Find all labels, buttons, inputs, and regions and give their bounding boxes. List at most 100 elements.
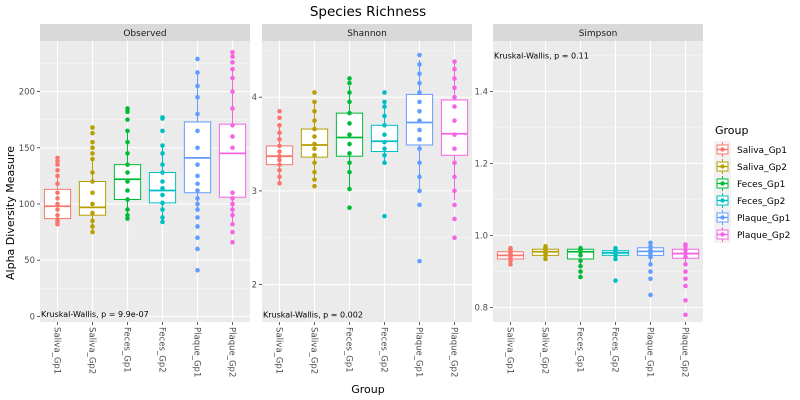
data-point <box>230 229 235 235</box>
data-point <box>90 218 95 224</box>
box-plaque-gp2 <box>671 242 700 318</box>
panel-observed: Observed 0 50 100 150 200 Kruskal-Wallis, p = … <box>19 24 250 377</box>
data-point <box>648 247 653 253</box>
data-point <box>452 85 457 91</box>
x-tick-label: Feces_Gp1 <box>575 327 585 373</box>
x-tick-label: Plaque_Gp2 <box>680 327 690 377</box>
facet-strip <box>493 24 703 41</box>
facet-strip <box>262 24 472 41</box>
data-point <box>578 245 583 251</box>
box-plaque-gp1 <box>183 56 212 273</box>
data-point <box>417 174 422 180</box>
legend-item-feces-gp2: Feces_Gp2 <box>714 192 785 209</box>
data-point <box>452 202 457 208</box>
data-point <box>125 162 130 167</box>
data-point <box>195 111 200 117</box>
y-tick-label: 1.0 <box>474 232 488 242</box>
legend-item-label: Saliva_Gp1 <box>737 146 787 156</box>
legend-key-point <box>720 164 725 169</box>
data-point <box>648 251 653 256</box>
data-point <box>452 216 457 222</box>
data-point <box>417 188 422 194</box>
box-plaque-gp1 <box>405 52 434 264</box>
data-point <box>683 242 688 247</box>
data-point <box>452 118 457 123</box>
box-plaque-gp1 <box>636 240 665 298</box>
legend-key-point <box>720 232 725 237</box>
x-tick-label: Saliva_Gp1 <box>505 327 515 374</box>
data-point <box>55 167 60 173</box>
data-point <box>613 278 618 283</box>
panel-background <box>493 41 703 322</box>
chart-title: Species Richness <box>310 4 426 20</box>
data-point <box>195 235 200 240</box>
x-axis-title: Group <box>351 383 385 396</box>
data-point <box>55 196 60 201</box>
data-point <box>125 179 130 184</box>
data-point <box>195 246 200 252</box>
y-tick-label: 0 <box>30 312 35 322</box>
data-point <box>312 160 317 166</box>
data-point <box>312 152 317 158</box>
data-point <box>277 153 282 159</box>
data-point <box>382 132 387 137</box>
data-point <box>277 174 282 180</box>
facet-strip-label: Simpson <box>579 29 618 39</box>
box-feces-gp1 <box>335 76 364 211</box>
data-point <box>160 219 165 225</box>
x-tick-label: Feces_Gp2 <box>379 327 389 373</box>
data-point <box>417 160 422 166</box>
y-tick-label: 4 <box>252 93 257 103</box>
box-plaque-gp2 <box>218 49 247 245</box>
box-saliva-gp2 <box>531 244 560 262</box>
data-point <box>90 151 95 156</box>
facet-strip-label: Observed <box>123 29 166 39</box>
data-point <box>382 152 387 158</box>
data-point <box>312 108 317 114</box>
data-point <box>452 59 457 64</box>
data-point <box>230 239 235 245</box>
legend-item-label: Saliva_Gp2 <box>737 163 787 173</box>
x-tick-label: Plaque_Gp2 <box>449 327 459 377</box>
panel-background <box>262 41 472 322</box>
data-point <box>195 181 200 187</box>
data-point <box>683 247 688 253</box>
data-point <box>543 244 548 249</box>
data-point <box>543 256 548 262</box>
data-point <box>347 90 352 95</box>
data-point <box>195 94 200 100</box>
legend-key-point <box>720 147 725 152</box>
data-point <box>347 132 352 137</box>
data-point <box>90 125 95 130</box>
data-point <box>347 160 352 166</box>
data-point <box>417 127 422 133</box>
legend-item-saliva-gp1: Saliva_Gp1 <box>714 141 787 158</box>
panel-simpson: Simpson 0.8 1.0 1.2 1.4 Kruskal-Wallis, p = 0… <box>474 24 703 377</box>
data-point <box>160 192 165 198</box>
data-point <box>347 151 352 156</box>
data-point <box>347 110 352 116</box>
data-point <box>417 71 422 77</box>
data-point <box>452 235 457 240</box>
data-point <box>347 76 352 81</box>
x-tick-label: Saliva_Gp2 <box>540 327 550 374</box>
data-point <box>195 173 200 179</box>
data-point <box>55 173 60 179</box>
data-point <box>683 251 688 256</box>
data-point <box>90 201 95 207</box>
data-point <box>125 128 130 134</box>
data-point <box>160 162 165 167</box>
data-point <box>683 262 688 267</box>
legend-item-label: Plaque_Gp2 <box>737 231 790 241</box>
data-point <box>125 117 130 122</box>
box-feces-gp1 <box>113 106 142 221</box>
y-tick-label: 50 <box>24 256 35 266</box>
legend-title: Group <box>715 124 749 137</box>
data-point <box>683 312 688 318</box>
data-point <box>683 298 688 303</box>
data-point <box>347 121 352 126</box>
data-point <box>648 254 653 260</box>
data-point <box>230 190 235 196</box>
data-point <box>578 258 583 264</box>
legend-item-saliva-gp2: Saliva_Gp2 <box>714 158 787 175</box>
